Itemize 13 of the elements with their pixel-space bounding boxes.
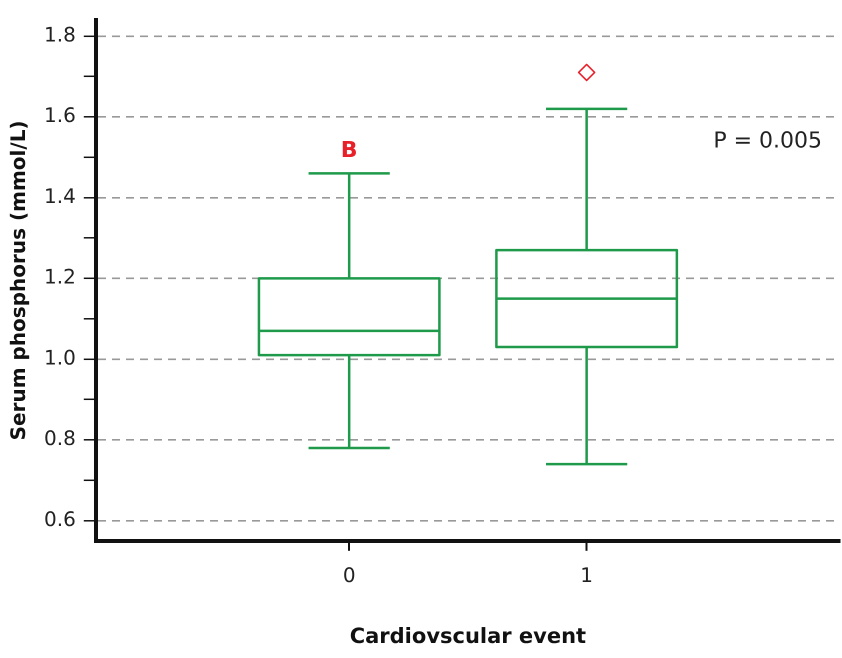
- annotation: B: [340, 138, 358, 164]
- y-tick-label: 1.8: [44, 22, 76, 46]
- x-axis-title: Cardiovscular event: [350, 624, 586, 648]
- y-tick-label: 0.8: [44, 426, 76, 450]
- y-tick-label: 1.6: [44, 103, 76, 128]
- y-tick-label: 0.6: [44, 506, 76, 531]
- y-tick-label: 1.4: [44, 184, 76, 208]
- x-tick-label: 0: [342, 563, 356, 588]
- y-tick-label: 1.0: [44, 345, 76, 370]
- y-axis-title: Serum phosphorus (mmol/L): [6, 120, 30, 440]
- x-tick-label: 1: [580, 563, 593, 588]
- annotation: P = 0.005: [713, 128, 822, 154]
- y-tick-label: 1.2: [44, 264, 76, 289]
